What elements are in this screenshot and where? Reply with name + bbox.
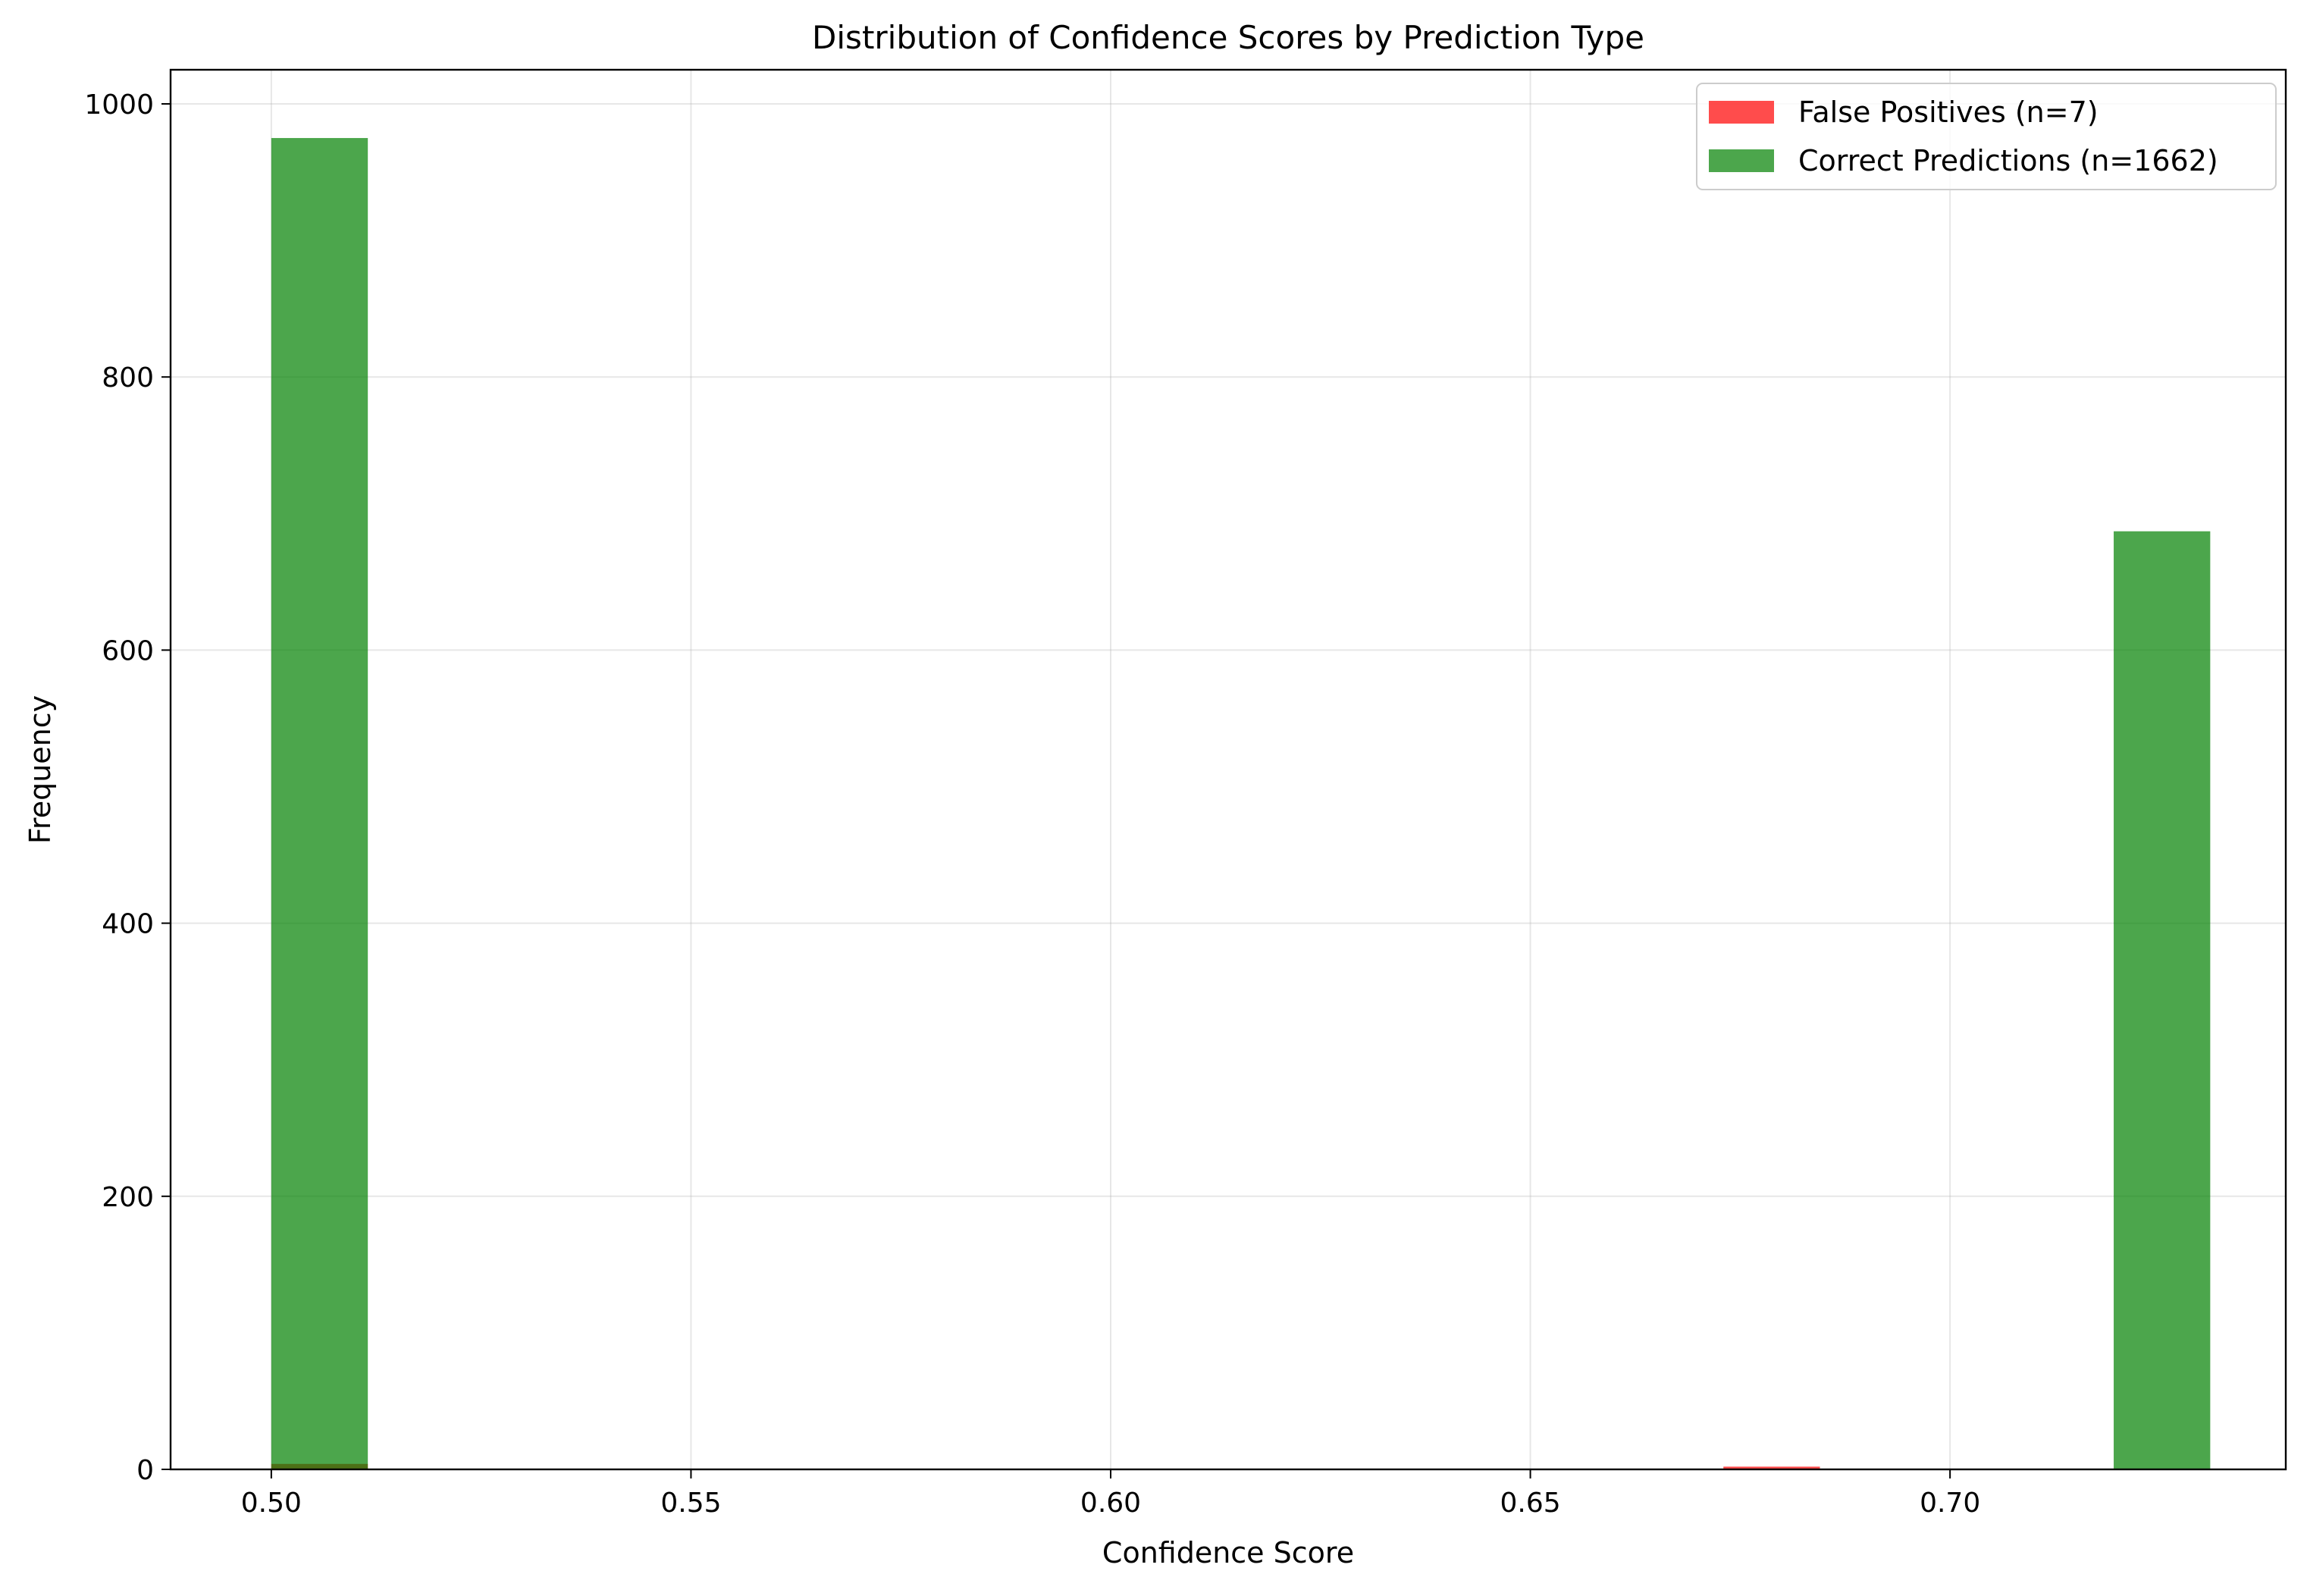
x-tick-label: 0.70 <box>1920 1488 1980 1519</box>
chart-title: Distribution of Confidence Scores by Pre… <box>812 19 1644 56</box>
x-tick-label: 0.50 <box>241 1488 302 1519</box>
x-tick-label: 0.55 <box>660 1488 721 1519</box>
y-tick-label: 400 <box>102 909 154 940</box>
y-tick-label: 200 <box>102 1182 154 1213</box>
y-tick-label: 600 <box>102 635 154 666</box>
legend-label-correct-predictions: Correct Predictions (n=1662) <box>1798 144 2218 177</box>
x-tick-label: 0.65 <box>1500 1488 1560 1519</box>
bar-false-positives <box>1723 1466 1820 1469</box>
x-axis-label: Confidence Score <box>1102 1536 1354 1569</box>
y-tick-label: 800 <box>102 362 154 394</box>
legend-swatch-false-positives <box>1709 101 1774 124</box>
y-tick-label: 1000 <box>84 89 154 121</box>
bar-correct-predictions <box>2114 531 2211 1469</box>
legend: False Positives (n=7) Correct Prediction… <box>1696 83 2277 190</box>
legend-label-false-positives: False Positives (n=7) <box>1798 96 2099 129</box>
bars-layer <box>271 138 2211 1469</box>
x-tick-label: 0.60 <box>1080 1488 1141 1519</box>
ticks-layer: 0.50 0.55 0.60 0.65 0.70 0 200 400 600 800 1000 <box>84 89 1980 1519</box>
bar-correct-predictions <box>271 138 368 1469</box>
legend-box <box>1696 83 2277 190</box>
legend-swatch-correct-predictions <box>1709 149 1774 172</box>
y-axis-label: Frequency <box>24 695 57 844</box>
plot-frame <box>169 68 2287 1471</box>
y-tick-label: 0 <box>136 1455 154 1486</box>
